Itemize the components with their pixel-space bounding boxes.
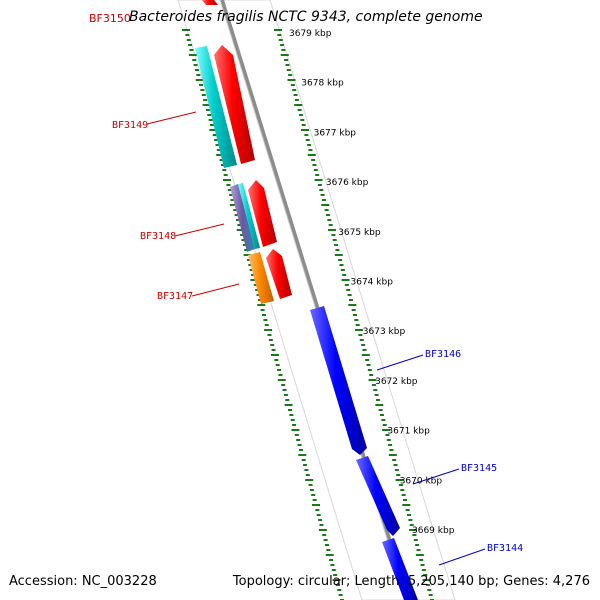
page-title: Bacteroides fragilis NCTC 9343, complete… [129, 9, 483, 25]
kbp-tick-label: 3669 kbp [412, 526, 455, 536]
gene-leader-line [412, 468, 460, 485]
gene-bf3148[interactable] [248, 180, 277, 247]
tick-track-right [274, 29, 434, 600]
title-gene-tag: BF3150 [87, 12, 133, 25]
gene-leader-line [376, 354, 424, 371]
kbp-tick-label: 3675 kbp [338, 228, 381, 238]
gene-bf3145[interactable] [356, 456, 400, 536]
gene-leader-line [438, 548, 486, 566]
accession-text: Accession: NC_003228 [9, 574, 157, 589]
kbp-tick-label: 3676 kbp [326, 178, 369, 188]
gene-bf3144[interactable] [382, 538, 418, 600]
gene-label[interactable]: BF3146 [425, 349, 461, 360]
gene-bf3148-cyan[interactable] [238, 183, 260, 249]
gene-bf3149[interactable] [214, 45, 255, 164]
gene-bf3147[interactable] [266, 249, 292, 299]
gene-leader-line [146, 111, 197, 125]
kbp-tick-label: 3674 kbp [351, 278, 394, 288]
kbp-tick-label: 3673 kbp [363, 327, 406, 337]
gene-label[interactable]: BF3145 [461, 463, 497, 474]
gene-labels-left: BF3149 BF3148 BF3147 [112, 111, 240, 302]
gene-label[interactable]: BF3149 [112, 120, 148, 131]
gene-bf3147-orange[interactable] [248, 252, 274, 304]
genome-summary-text: Topology: circular; Length: 5,205,140 bp… [232, 574, 590, 589]
kbp-tick-label: 3679 kbp [289, 29, 332, 39]
gene-bf3146[interactable] [310, 306, 367, 455]
kbp-tick-label: 3678 kbp [301, 79, 344, 89]
tick-track-left [182, 29, 344, 600]
gene-bf3148-purple[interactable] [230, 184, 255, 252]
gene-label[interactable]: BF3144 [487, 543, 523, 554]
kbp-tick-label: 3671 kbp [387, 427, 430, 437]
gene-bf3150[interactable] [202, 0, 218, 5]
kbp-tick-label: 3677 kbp [314, 128, 357, 138]
gene-labels-right: BF3146 BF3145 BF3144 [376, 349, 523, 566]
gene-leader-line [191, 283, 240, 297]
forward-strand-features [195, 0, 292, 304]
reverse-strand-features [310, 306, 418, 600]
gene-label[interactable]: BF3148 [140, 231, 176, 242]
gene-leader-line [174, 223, 225, 237]
gene-label[interactable]: BF3147 [157, 291, 193, 302]
gene-bf3149-cyan[interactable] [195, 46, 237, 168]
kbp-tick-label: 3672 kbp [375, 377, 418, 387]
